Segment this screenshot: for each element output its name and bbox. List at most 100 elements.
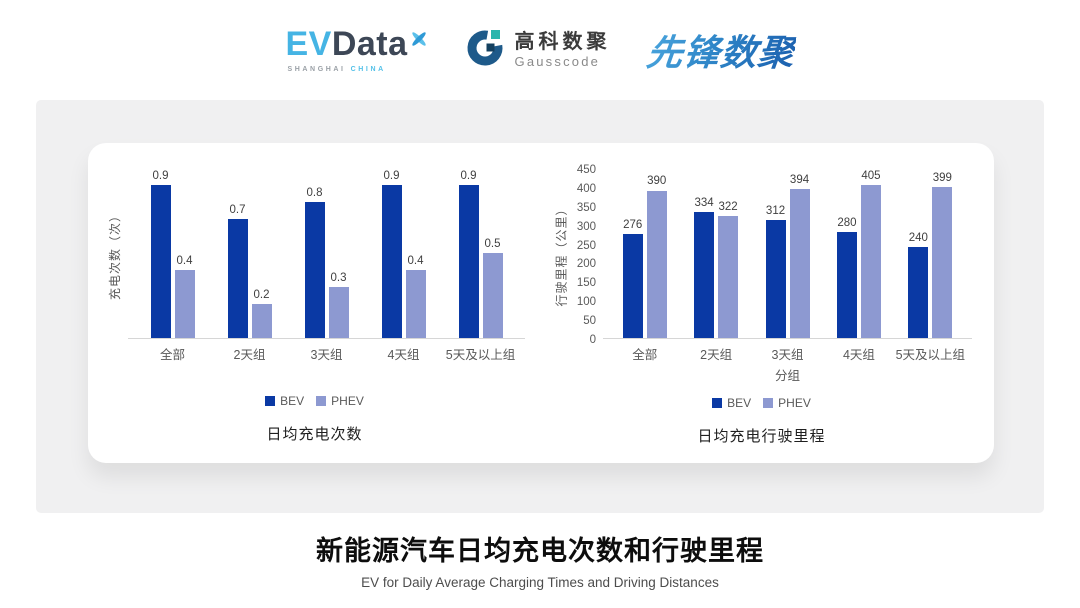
bar-value-label: 0.7 [229, 203, 246, 216]
bar-with-label: 399 [932, 172, 953, 338]
x-axis-label: 全部 [159, 348, 185, 362]
bar-phev [718, 216, 739, 338]
y-axis-title: 充电次数（次） [104, 169, 124, 339]
evdata-logo: EV Data SHANGHAI CHINA [285, 27, 428, 73]
bar-with-label: 0.8 [304, 186, 325, 338]
bar-value-label: 0.2 [253, 288, 270, 301]
bar-value-label: 390 [647, 175, 667, 188]
x-axis-label: 4天组 [842, 348, 875, 362]
bar-with-label: 0.9 [381, 169, 402, 338]
bar-phev [405, 270, 426, 338]
bar-with-label: 394 [789, 173, 810, 338]
bar-group: 0.9 0.4 [365, 170, 442, 338]
bar-phev [646, 190, 667, 338]
bar-value-label: 399 [932, 172, 952, 185]
bar-bev [227, 219, 248, 338]
legend: BEV PHEV [551, 396, 972, 410]
gausscode-logo: 高科数聚 Gausscode [465, 28, 611, 73]
header-logos: EV Data SHANGHAI CHINA 高科数聚 Gausscode [0, 0, 1080, 100]
plot-area: 0.9 0.4 0.7 0.2 0.8 0.3 0.9 0.4 0.9 0.5 [128, 169, 525, 339]
evdata-data-text: Data [331, 25, 408, 63]
bar-bev [908, 247, 929, 338]
bar-with-label: 334 [694, 196, 715, 338]
y-axis-ticks: 0 50 100 150 200 250 300 350 400 450 [571, 164, 603, 346]
bar-bev [381, 185, 402, 338]
y-axis-tick: 400 [576, 182, 596, 195]
y-axis-tick: 250 [576, 239, 596, 252]
x-axis-labels: 全部 2天组 3天组 4天组 5天及以上组 [128, 344, 525, 363]
y-axis-tick: 350 [576, 201, 596, 214]
bar-group: 0.8 0.3 [288, 187, 365, 338]
bar-value-label: 0.8 [306, 186, 323, 199]
bar-value-label: 0.3 [330, 271, 347, 284]
bar-group: 0.9 0.5 [442, 170, 519, 338]
bar-with-label: 0.5 [482, 238, 503, 338]
legend-swatch-phev [316, 396, 327, 406]
legend-swatch-bev [712, 398, 723, 408]
bar-value-label: 334 [694, 196, 714, 209]
legend-item-phev: PHEV [763, 396, 811, 410]
bar-value-label: 0.4 [176, 254, 193, 267]
bar-value-label: 0.4 [407, 254, 424, 267]
bar-phev [932, 187, 953, 338]
y-axis-tick: 0 [589, 334, 596, 346]
legend-label: BEV [727, 396, 752, 410]
y-axis-title: 行驶里程（公里） [551, 169, 571, 339]
bar-bev [765, 220, 786, 338]
bar-with-label: 405 [860, 169, 881, 338]
bar-value-label: 280 [837, 217, 857, 230]
bar-with-label: 276 [622, 219, 643, 338]
bar-with-label: 240 [908, 232, 929, 338]
evdata-shanghai-text: SHANGHAI [287, 66, 346, 73]
x-axis-label: 2天组 [233, 348, 266, 362]
plot-column: 276 390 334 322 312 394 280 405 240 399 全部 2天组 3天组 4… [603, 169, 972, 384]
bar-phev [860, 185, 881, 338]
y-axis-tick: 50 [583, 315, 596, 328]
bar-with-label: 0.9 [458, 170, 479, 338]
x-axis-label: 3天组 [771, 348, 804, 362]
bar-bev [694, 211, 715, 338]
bar-bev [622, 233, 643, 338]
y-axis-ticks [124, 169, 128, 340]
legend-label: PHEV [778, 396, 811, 410]
chart-card: 充电次数（次） 0.9 0.4 0.7 0.2 0.8 0.3 0.9 0.4 0.9 0.5 全… [88, 143, 994, 463]
legend: BEV PHEV [104, 394, 525, 408]
evdata-ev-text: EV [285, 25, 332, 63]
bar-with-label: 0.3 [328, 271, 349, 338]
bar-group: 280 405 [823, 170, 894, 338]
bar-with-label: 280 [836, 217, 857, 338]
bar-with-label: 0.2 [251, 288, 272, 338]
bar-value-label: 394 [789, 173, 810, 186]
y-axis-tick: 300 [576, 220, 596, 233]
x-axis-label: 全部 [632, 348, 658, 362]
bar-bev [458, 185, 479, 338]
y-axis-tick: 200 [576, 258, 596, 271]
gausscode-en-text: Gausscode [514, 54, 601, 69]
chart-daily-charging-times: 充电次数（次） 0.9 0.4 0.7 0.2 0.8 0.3 0.9 0.4 0.9 0.5 全… [104, 169, 525, 463]
bar-with-label: 390 [646, 175, 667, 338]
bar-value-label: 405 [861, 169, 881, 182]
legend-label: BEV [280, 394, 305, 408]
bar-group: 240 399 [895, 172, 966, 338]
legend-item-phev: PHEV [316, 394, 364, 408]
y-axis-title-text: 充电次数（次） [107, 208, 122, 300]
chart-body: 充电次数（次） 0.9 0.4 0.7 0.2 0.8 0.3 0.9 0.4 0.9 0.5 全… [104, 169, 525, 382]
x-axis-labels: 全部 2天组 3天组 4天组 5天及以上组 [603, 344, 972, 363]
bar-value-label: 240 [908, 232, 928, 245]
bar-group: 0.7 0.2 [211, 204, 288, 338]
chart-caption: 日均充电次数 [266, 426, 363, 443]
bar-with-label: 0.4 [174, 254, 195, 338]
bar-with-label: 312 [765, 205, 786, 338]
chart-daily-driving-distance: 行驶里程（公里） 0 50 100 150 200 250 300 350 400 450 276… [551, 164, 972, 463]
bar-value-label: 0.9 [383, 169, 400, 182]
bar-group: 334 322 [680, 197, 751, 338]
xianfeng-shuju-logo: 先锋数聚 [644, 24, 797, 76]
chart-body: 行驶里程（公里） 0 50 100 150 200 250 300 350 400 450 276… [551, 164, 972, 384]
evdata-wordmark: EV Data [285, 27, 428, 61]
bar-with-label: 0.7 [227, 203, 248, 338]
x-axis-label: 3天组 [310, 348, 343, 362]
bar-bev [304, 202, 325, 338]
legend-swatch-phev [763, 398, 774, 408]
bar-with-label: 322 [718, 201, 739, 338]
plot-column: 0.9 0.4 0.7 0.2 0.8 0.3 0.9 0.4 0.9 0.5 全部 2天组 3天组 4… [128, 169, 525, 382]
